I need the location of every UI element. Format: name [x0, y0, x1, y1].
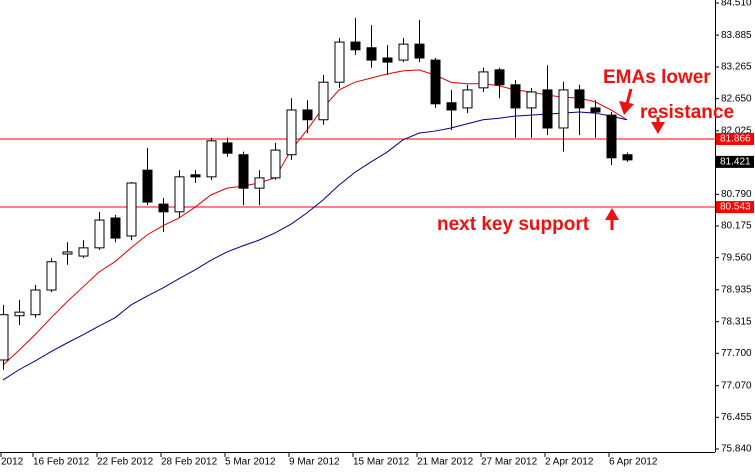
x-tick-label: 27 Mar 2012 [481, 457, 538, 468]
y-tick-label: 82.025 [721, 125, 752, 136]
candle-body [174, 176, 185, 213]
x-tick-label: 28 Feb 2012 [161, 457, 218, 468]
level-label-box [716, 201, 754, 214]
x-tick-label: 2012 [1, 457, 24, 468]
candle-body [526, 91, 537, 109]
candle-body [622, 154, 633, 161]
arrow-head [651, 122, 665, 134]
candle-body [398, 43, 409, 61]
annotation: next key support [437, 214, 590, 235]
level-label: 81.866 [720, 134, 751, 145]
candle-body [142, 169, 153, 203]
y-tick-label: 79.560 [721, 252, 752, 263]
y-tick-label: 78.315 [721, 316, 752, 327]
candle-body [110, 217, 121, 239]
candle-body [542, 89, 553, 129]
candle-body [318, 81, 329, 121]
ema-line [2, 111, 628, 381]
last-price-box [716, 155, 754, 168]
x-tick-label: 5 Mar 2012 [225, 457, 276, 468]
candle-body [462, 89, 473, 109]
candle-body [78, 247, 89, 257]
candle-body [286, 109, 297, 156]
level-label: 80.543 [720, 202, 751, 213]
y-tick-label: 76.455 [721, 412, 752, 423]
y-tick-label: 80.790 [721, 189, 752, 200]
candle-body [350, 41, 361, 51]
arrow-head [619, 101, 634, 115]
candle-body [190, 174, 201, 178]
candle-body [94, 219, 105, 249]
ema-line [2, 69, 628, 366]
arrow-shaft [625, 88, 633, 105]
x-tick-label: 9 Mar 2012 [289, 457, 340, 468]
candle-body [62, 251, 73, 255]
y-tick-label: 77.700 [721, 348, 752, 359]
candle-body [414, 43, 425, 59]
candle-body [206, 140, 217, 178]
candle-body [222, 142, 233, 154]
candle-body [302, 109, 313, 121]
candle-body [0, 314, 9, 361]
candle-body [270, 149, 281, 179]
x-tick-label: 16 Feb 2012 [33, 457, 90, 468]
candle-body [430, 59, 441, 105]
arrow-head [605, 208, 619, 220]
y-tick-label: 82.650 [721, 93, 752, 104]
x-tick-label: 6 Apr 2012 [609, 457, 658, 468]
candle-body [158, 203, 169, 213]
candle-body [254, 177, 265, 189]
candle-body [334, 41, 345, 83]
candle-body [606, 114, 617, 159]
x-tick-label: 22 Feb 2012 [97, 457, 154, 468]
candle-body [238, 154, 249, 189]
candle-body [558, 89, 569, 129]
candle-body [126, 182, 137, 237]
x-tick-label: 15 Mar 2012 [353, 457, 410, 468]
candle-body [510, 84, 521, 109]
y-tick-label: 84.510 [721, 0, 752, 9]
y-tick-label: 78.935 [721, 284, 752, 295]
y-tick-label: 83.885 [721, 30, 752, 41]
x-tick-label: 2 Apr 2012 [545, 457, 594, 468]
candle-body [382, 57, 393, 63]
candle-body [446, 102, 457, 111]
candle-body [590, 107, 601, 113]
last-price-label: 81.421 [720, 157, 751, 168]
y-tick-label: 80.175 [721, 221, 752, 232]
candle-body [478, 71, 489, 89]
y-tick-label: 77.070 [721, 380, 752, 391]
arrows [605, 88, 665, 230]
level-label-box [716, 132, 754, 145]
candle-body [366, 47, 377, 61]
candle-body [574, 89, 585, 109]
candle-body [494, 69, 505, 86]
annotation: resistance [640, 102, 734, 123]
annotation: EMAs lower [603, 67, 711, 88]
candle-body [46, 261, 57, 291]
candle-body [30, 289, 41, 316]
y-tick-label: 83.265 [721, 62, 752, 73]
y-tick-label: 75.840 [721, 444, 752, 455]
candle-body [14, 311, 25, 317]
x-tick-label: 21 Mar 2012 [417, 457, 474, 468]
